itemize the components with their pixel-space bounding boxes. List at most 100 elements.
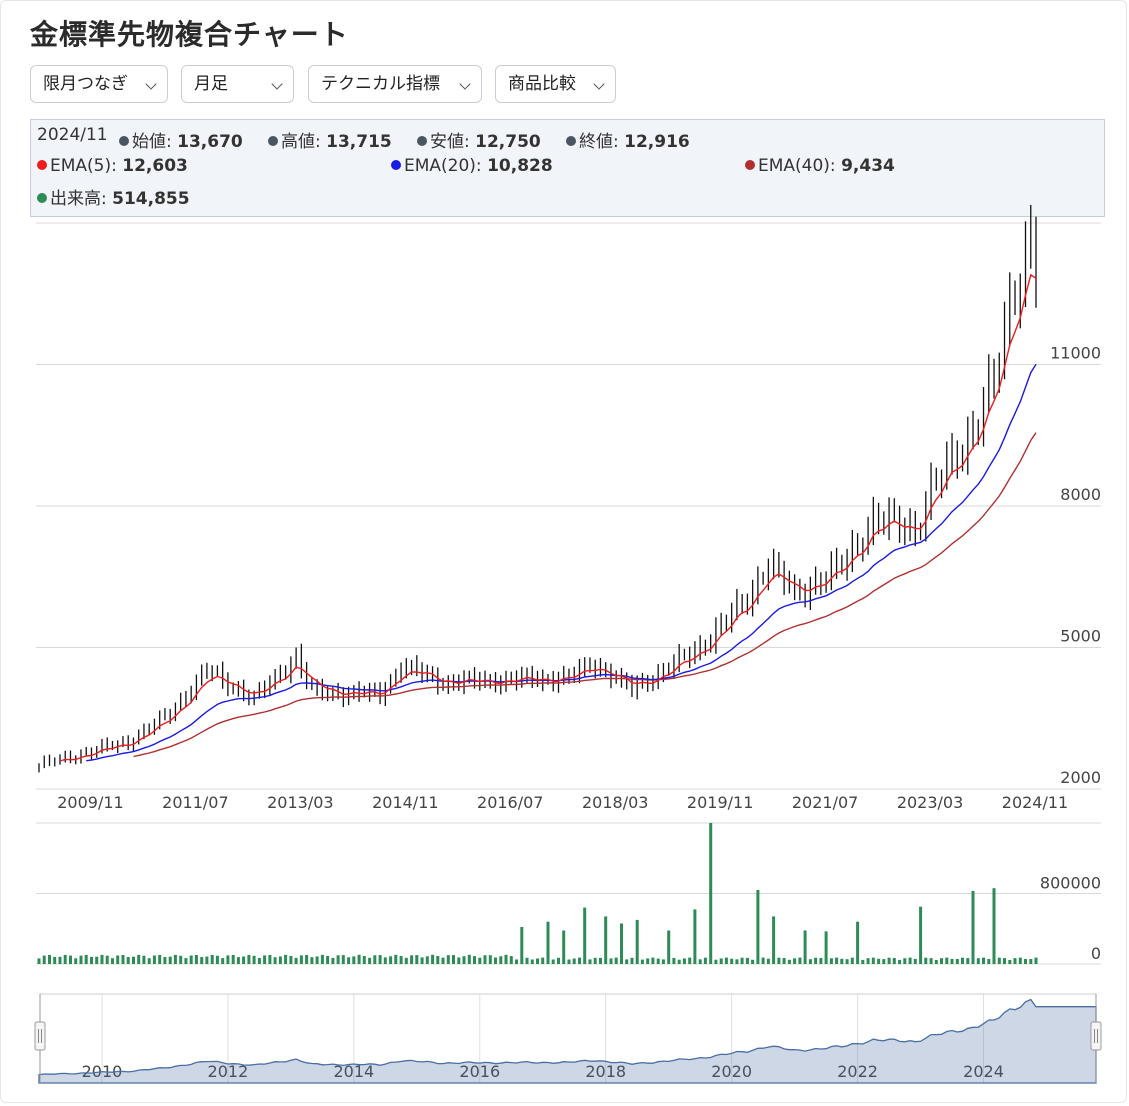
volume-bar <box>530 959 534 964</box>
volume-bar <box>714 959 718 964</box>
legend-volume: 出来高: 514,855 <box>37 184 190 209</box>
volume-bar <box>950 958 954 964</box>
volume-bar <box>961 957 964 964</box>
volume-bar <box>703 957 707 964</box>
navigator-x-tick-label: 2014 <box>333 1062 374 1081</box>
volume-bar <box>646 958 650 964</box>
volume-bar <box>761 957 765 964</box>
legend-high: 高値: 13,715 <box>268 127 392 152</box>
volume-bar <box>357 954 361 964</box>
legend-open: 始値: 13,670 <box>119 127 243 152</box>
price-x-tick-label: 2019/11 <box>687 793 753 812</box>
volume-bar <box>814 957 818 964</box>
volume-bar <box>919 906 923 964</box>
ema5-value: 12,603 <box>122 156 188 176</box>
volume-bar <box>79 955 83 964</box>
volume-bar <box>756 890 760 964</box>
volume-bar <box>368 957 372 964</box>
volume-bar <box>1008 960 1012 964</box>
volume-bar <box>835 957 839 964</box>
volume-bar <box>383 957 387 964</box>
close-dot-icon <box>566 136 576 146</box>
volume-bar <box>824 931 828 964</box>
volume-bar <box>525 957 529 964</box>
volume-bar <box>289 955 293 964</box>
volume-bar <box>404 957 408 964</box>
legend-close: 終値: 12,916 <box>566 127 690 152</box>
volume-bar <box>121 955 125 964</box>
low-label: 安値: <box>430 132 470 152</box>
contract-dropdown[interactable]: 限月つなぎ <box>30 65 168 103</box>
volume-bar <box>688 957 692 964</box>
ema20-line <box>86 363 1037 762</box>
legend-ema40: EMA(40): 9,434 <box>745 156 895 176</box>
volume-bar <box>882 959 886 964</box>
volume-bar <box>672 957 676 964</box>
volume-bar <box>934 960 938 964</box>
volume-bar <box>787 959 791 964</box>
volume-bar <box>111 958 114 964</box>
price-x-tick-label: 2021/07 <box>792 793 858 812</box>
volume-bar <box>257 958 261 964</box>
period-dropdown[interactable]: 月足 <box>181 65 294 103</box>
volume-value: 514,855 <box>112 189 190 209</box>
volume-bar <box>803 930 807 964</box>
volume-bar <box>431 954 435 964</box>
volume-bar <box>871 957 875 964</box>
volume-bar <box>236 957 240 964</box>
price-x-tick-label: 2011/07 <box>162 793 228 812</box>
navigator-x-tick-label: 2016 <box>459 1062 500 1081</box>
volume-bar <box>504 954 508 964</box>
navigator-x-tick-label: 2012 <box>208 1062 249 1081</box>
volume-bar <box>299 955 303 964</box>
navigator-handle <box>1090 1021 1102 1051</box>
indicator-dropdown[interactable]: テクニカル指標 <box>308 65 482 103</box>
volume-bar <box>567 959 571 964</box>
volume-bar <box>42 955 46 964</box>
volume-bar <box>614 957 618 964</box>
volume-bar <box>226 955 230 964</box>
volume-bar <box>294 957 298 964</box>
price-y-tick-label: 2000 <box>1060 768 1101 787</box>
volume-bar <box>95 956 99 964</box>
navigator-x-tick-label: 2018 <box>585 1062 626 1081</box>
volume-bar <box>625 959 629 964</box>
volume-bar <box>856 921 860 964</box>
volume-bar <box>772 916 776 964</box>
volume-bar <box>630 957 634 964</box>
ema40-value: 9,434 <box>841 156 895 176</box>
volume-bar <box>105 955 109 964</box>
volume-bar <box>142 955 146 964</box>
volume-bar <box>929 958 933 964</box>
volume-bar <box>997 957 1001 964</box>
volume-bar <box>425 956 429 964</box>
open-dot-icon <box>119 136 129 146</box>
compare-dropdown[interactable]: 商品比較 <box>495 65 616 103</box>
price-y-tick-label: 11000 <box>1050 344 1101 363</box>
navigator-area <box>38 998 1097 1084</box>
volume-bar <box>777 957 781 964</box>
volume-bar <box>63 954 67 964</box>
volume-bar <box>913 958 917 964</box>
volume-bar <box>661 959 665 964</box>
volume-bar <box>273 957 277 964</box>
volume-bar <box>656 958 660 964</box>
volume-bar <box>341 955 345 964</box>
volume-bar <box>509 956 513 964</box>
navigator-handle <box>34 1021 46 1051</box>
volume-bar <box>210 954 214 964</box>
volume-bar <box>887 957 891 964</box>
compare-dropdown-label: 商品比較 <box>508 74 576 94</box>
price-x-tick-label: 2023/03 <box>897 793 963 812</box>
volume-bar <box>252 955 256 964</box>
volume-bar <box>850 957 854 964</box>
price-x-tick-label: 2014/11 <box>372 793 438 812</box>
volume-bar <box>415 955 419 964</box>
volume-bar <box>551 959 555 964</box>
volume-bar <box>945 957 949 964</box>
volume-bar <box>69 955 72 964</box>
volume-bar <box>982 957 985 964</box>
volume-bar <box>152 955 156 964</box>
